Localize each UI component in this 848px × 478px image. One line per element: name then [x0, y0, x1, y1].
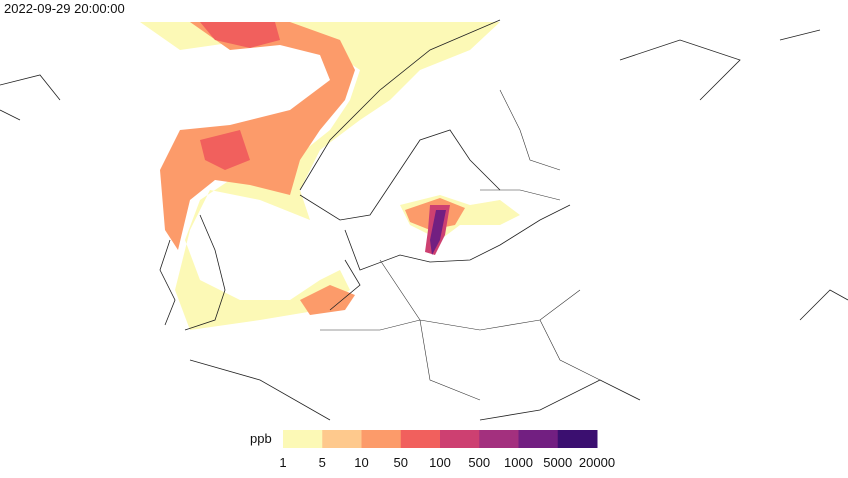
coastlines — [0, 19, 848, 421]
legend-tick-label: 500 — [468, 455, 490, 470]
legend-tick-label: 50 — [394, 455, 408, 470]
legend-tick-label: 20000 — [579, 455, 615, 470]
legend-tick-label: 10 — [354, 455, 368, 470]
legend-swatch — [440, 430, 480, 448]
borders — [320, 89, 601, 401]
legend-title: ppb — [250, 431, 272, 446]
legend-tick-label: 1000 — [504, 455, 533, 470]
legend: ppb 1 5 10 50 100 500 1000 5000 20000 — [250, 430, 615, 470]
legend-swatch — [283, 430, 323, 448]
legend-swatch — [361, 430, 402, 448]
legend-swatch — [518, 430, 559, 448]
legend-tick-label: 100 — [429, 455, 451, 470]
legend-tick-label: 5 — [319, 455, 326, 470]
legend-swatch — [557, 430, 598, 448]
legend-tick-label: 1 — [279, 455, 286, 470]
legend-swatch — [322, 430, 362, 448]
legend-tick-label: 5000 — [543, 455, 572, 470]
timestamp: 2022-09-29 20:00:00 — [4, 1, 125, 16]
legend-swatch — [479, 430, 519, 448]
plume — [140, 22, 520, 330]
legend-swatch — [400, 430, 441, 448]
